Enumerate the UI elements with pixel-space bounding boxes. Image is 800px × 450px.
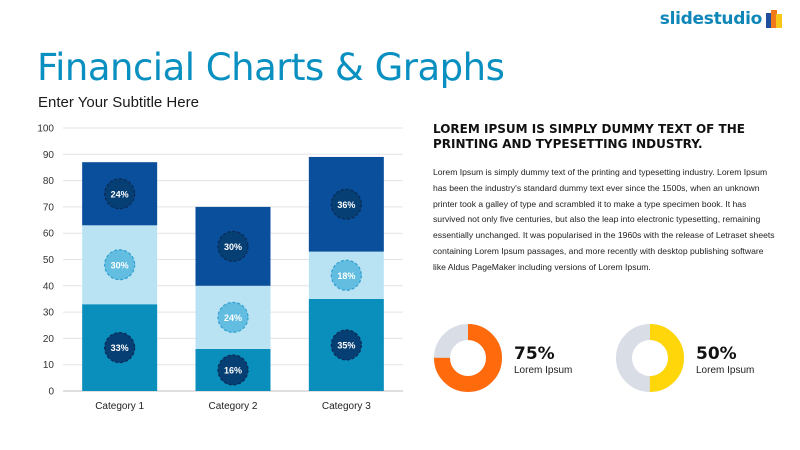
data-label: 18% [337, 271, 355, 281]
donut-1-fill [434, 324, 502, 392]
page-title: Financial Charts & Graphs [37, 46, 505, 89]
text-body: Lorem Ipsum is simply dummy text of the … [433, 167, 775, 272]
y-tick-label: 90 [43, 150, 55, 161]
donut-2-value: 50% [696, 344, 737, 364]
y-tick-label: 60 [43, 229, 55, 240]
y-tick-label: 80 [43, 176, 55, 187]
data-label-badge [217, 301, 249, 333]
donut-chart-1: 75% Lorem Ipsum [433, 323, 572, 393]
x-tick-label: Category 3 [322, 401, 371, 412]
y-tick-label: 30 [43, 308, 55, 319]
x-tick-label: Category 1 [95, 401, 144, 412]
data-label-badge [104, 249, 136, 281]
data-label-badge [330, 329, 362, 361]
x-tick-label: Category 2 [209, 401, 258, 412]
y-tick-label: 40 [43, 281, 55, 292]
y-tick-label: 0 [48, 387, 54, 398]
data-label: 24% [224, 313, 242, 323]
data-label: 35% [337, 340, 355, 350]
logo-mark-icon [766, 10, 782, 28]
data-label-badge [104, 178, 136, 210]
data-label-badge [330, 188, 362, 220]
donut-2-caption: Lorem Ipsum [696, 365, 755, 376]
donut-1-value: 75% [514, 344, 555, 364]
donut-2-fill [616, 324, 684, 392]
donut-chart-2: 50% Lorem Ipsum [615, 323, 754, 393]
stacked-bar-chart: 0 10 20 30 40 50 60 70 80 90 100 33% 30% 24% Category … [37, 124, 403, 412]
logo-text: slidestudio [659, 9, 763, 29]
data-label: 33% [111, 343, 129, 353]
data-label-badge [330, 259, 362, 291]
data-label-badge [217, 354, 249, 386]
data-label: 30% [224, 242, 242, 252]
data-label: 16% [224, 365, 242, 375]
donut-2-ring [616, 324, 684, 392]
data-label-badge [217, 230, 249, 262]
y-tick-label: 100 [37, 124, 54, 135]
text-heading: LOREM IPSUM IS SIMPLY DUMMY TEXT OF THE … [433, 122, 745, 151]
y-tick-label: 70 [43, 202, 55, 213]
data-label-badge [104, 332, 136, 364]
y-tick-label: 50 [43, 255, 55, 266]
brand-logo: slidestudio [660, 9, 782, 29]
data-label: 24% [111, 189, 129, 199]
y-tick-label: 20 [43, 334, 55, 345]
page-subtitle: Enter Your Subtitle Here [38, 94, 199, 111]
data-label: 30% [111, 260, 129, 270]
data-label: 36% [337, 200, 355, 210]
donut-1-ring [434, 324, 502, 392]
y-tick-label: 10 [43, 360, 55, 371]
donut-1-caption: Lorem Ipsum [514, 365, 573, 376]
